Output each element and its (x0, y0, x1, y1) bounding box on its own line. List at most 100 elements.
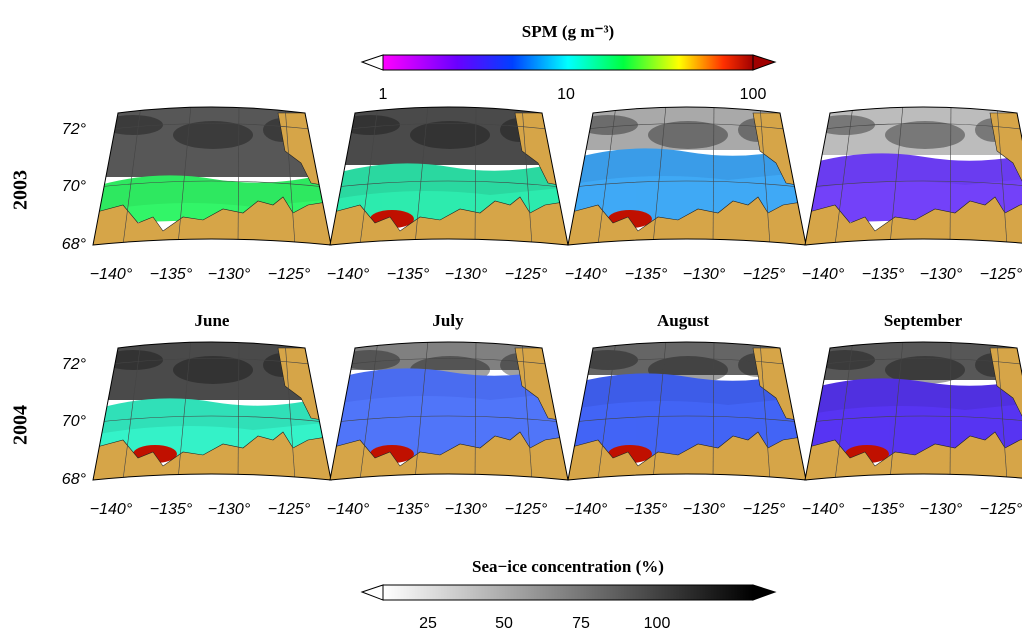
lon-label: −125° (980, 501, 1022, 518)
lon-label: −125° (743, 266, 786, 283)
sea-ice-patch (340, 350, 400, 370)
spm-title: SPM (g m⁻³) (522, 22, 614, 41)
land (330, 196, 568, 245)
graticule (334, 123, 563, 188)
land (568, 431, 806, 480)
graticule (949, 342, 952, 480)
lon-label: −125° (505, 266, 548, 283)
map-content (805, 342, 1022, 480)
graticule (597, 342, 617, 480)
graticule (996, 107, 1008, 245)
graticule (759, 107, 771, 245)
lon-label: −135° (862, 266, 905, 283)
lon-label: −130° (920, 266, 963, 283)
land (93, 431, 331, 480)
graticule (334, 358, 563, 423)
graticule (359, 342, 379, 480)
graticule (122, 107, 142, 245)
lon-label: −140° (802, 266, 845, 283)
ice-tick-label: 25 (419, 615, 437, 632)
map-content (805, 107, 1022, 245)
graticule (572, 123, 801, 188)
lon-label: −125° (743, 501, 786, 518)
lat-label: 72° (62, 121, 87, 138)
lon-label: −140° (565, 266, 608, 283)
map-panel (804, 341, 1022, 481)
map-content (93, 107, 331, 245)
graticule (572, 358, 801, 423)
land (805, 431, 1022, 480)
land (805, 196, 1022, 245)
graticule (97, 358, 326, 423)
graticule (949, 107, 952, 245)
lon-label: −140° (565, 501, 608, 518)
lon-label: −125° (268, 501, 311, 518)
sea-ice-patch (578, 115, 638, 135)
graticule (237, 342, 240, 480)
map-panel (567, 341, 807, 481)
month-label: July (432, 311, 464, 330)
graticule (834, 107, 854, 245)
graticule (521, 107, 533, 245)
ice-tick-label: 100 (644, 615, 671, 632)
map-panel (329, 106, 569, 246)
lat-label: 72° (62, 356, 87, 373)
graticule (597, 107, 617, 245)
lon-label: −135° (625, 501, 668, 518)
sea-ice-patch (103, 115, 163, 135)
map-panel (329, 341, 569, 481)
ice-tick-label: 75 (572, 615, 590, 632)
graticule (834, 342, 854, 480)
map-content (568, 107, 806, 245)
sea-ice-patch (578, 350, 638, 370)
graticule (122, 342, 142, 480)
map-content (330, 342, 568, 480)
lat-label: 70° (62, 178, 87, 195)
panel-frame (804, 106, 1022, 246)
sea-ice-patch (103, 350, 163, 370)
graticule (759, 342, 771, 480)
graticule (359, 107, 379, 245)
sea-ice-patch (885, 121, 965, 149)
land (989, 112, 1022, 188)
lon-label: −130° (445, 501, 488, 518)
land (330, 431, 568, 480)
land (93, 196, 331, 245)
spm-tick-label: 100 (740, 86, 767, 103)
month-label: June (195, 311, 230, 330)
lon-label: −135° (150, 266, 193, 283)
land (568, 196, 806, 245)
lon-label: −130° (683, 266, 726, 283)
sea-ice-patch (410, 121, 490, 149)
map-content (568, 342, 806, 480)
graticule (237, 107, 240, 245)
graticule (652, 107, 667, 245)
map-panel (804, 106, 1022, 246)
lat-label: 70° (62, 413, 87, 430)
sea-ice-patch (815, 350, 875, 370)
graticule (474, 342, 477, 480)
graticule (652, 342, 667, 480)
lon-label: −140° (90, 501, 133, 518)
graticule (284, 107, 296, 245)
lon-label: −125° (505, 501, 548, 518)
graticule (889, 342, 904, 480)
lon-label: −140° (327, 501, 370, 518)
sea-ice (805, 107, 1022, 155)
graticule (712, 107, 715, 245)
lon-label: −125° (980, 266, 1022, 283)
lon-label: −135° (862, 501, 905, 518)
graticule (712, 342, 715, 480)
lat-label: 68° (62, 236, 87, 253)
lon-label: −130° (208, 501, 251, 518)
graticule (889, 107, 904, 245)
lon-label: −135° (625, 266, 668, 283)
sea-ice-patch (173, 356, 253, 384)
lon-label: −140° (327, 266, 370, 283)
year-label: 2003 (10, 170, 32, 210)
graticule (177, 107, 192, 245)
graticule (996, 342, 1008, 480)
land (989, 347, 1022, 423)
spm-tick-label: 1 (379, 86, 388, 103)
lon-label: −130° (445, 266, 488, 283)
